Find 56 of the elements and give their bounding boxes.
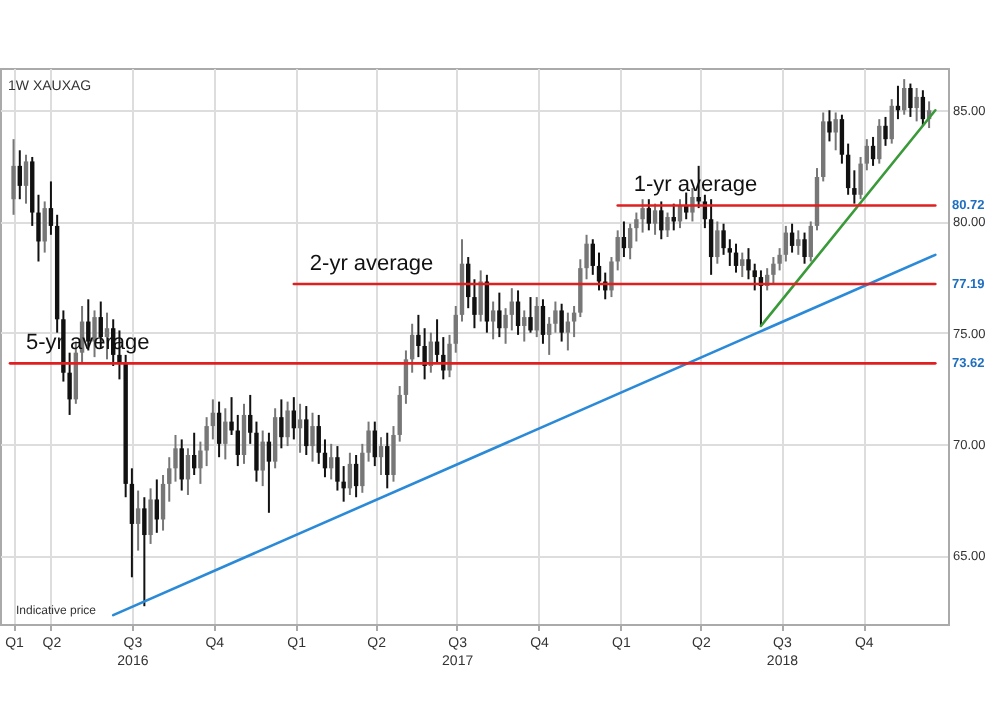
candlestick (920, 89, 926, 127)
candlestick (740, 251, 745, 279)
candlestick (329, 442, 334, 481)
candlestick (771, 256, 776, 285)
candlestick (179, 438, 184, 492)
series-label: 2-yr average (309, 251, 434, 276)
candlestick (715, 220, 720, 265)
candlestick (565, 311, 571, 352)
candlestick (353, 453, 359, 499)
candlestick (652, 202, 658, 236)
candlestick (23, 153, 29, 205)
candlestick (17, 149, 22, 201)
candlestick (378, 436, 384, 476)
candlestick (646, 198, 652, 232)
candlestick (148, 487, 153, 545)
candlestick (272, 407, 278, 470)
candlestick (659, 200, 664, 241)
candlestick (802, 231, 807, 265)
candlestick (540, 298, 546, 345)
candlestick (285, 400, 290, 448)
candlestick (11, 138, 16, 216)
candlestick (908, 82, 913, 118)
candlestick (883, 115, 888, 147)
candlestick (385, 431, 390, 490)
candlestick (783, 224, 789, 263)
candlestick (522, 309, 527, 343)
candlestick (304, 405, 309, 456)
candlestick (827, 109, 832, 143)
candlestick (559, 302, 564, 343)
candlestick (241, 402, 247, 465)
candlestick (621, 220, 627, 259)
candlestick (310, 411, 315, 463)
candlestick (640, 198, 645, 234)
candlestick (901, 78, 907, 116)
candlestick (266, 431, 272, 514)
candlestick (478, 269, 483, 323)
candlestick (889, 98, 894, 145)
candlestick (279, 398, 284, 450)
candlestick (223, 407, 228, 461)
candlestick (914, 87, 919, 123)
candlestick (833, 111, 838, 152)
candlestick (216, 400, 222, 459)
candlestick (708, 198, 714, 276)
candlestick (528, 296, 533, 334)
candlestick (135, 489, 141, 552)
candlestick (291, 396, 297, 441)
candlestick (142, 496, 147, 608)
candlestick (877, 118, 882, 165)
candlestick (490, 300, 496, 341)
candlestick (665, 211, 670, 239)
candlestick (297, 402, 303, 454)
candlestick (42, 200, 47, 254)
candlestick (260, 429, 265, 488)
candlestick (154, 478, 160, 534)
candlestick (796, 229, 801, 256)
candlestick (497, 291, 502, 339)
